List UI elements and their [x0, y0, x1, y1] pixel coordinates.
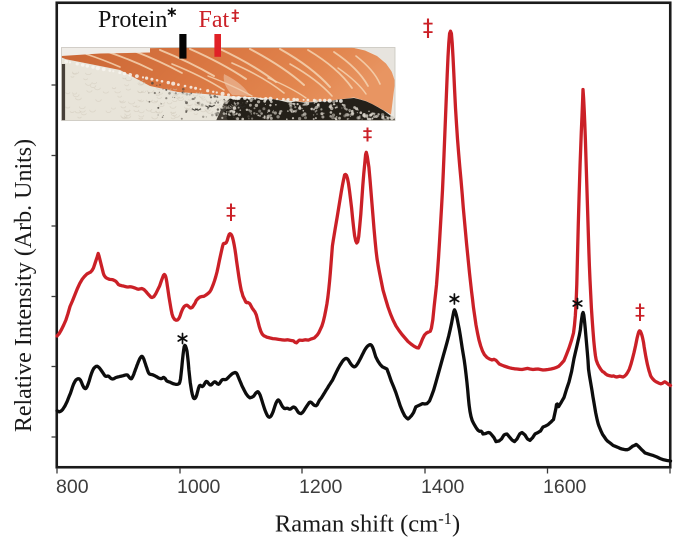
svg-text:800: 800	[56, 476, 89, 498]
svg-text:1000: 1000	[177, 476, 221, 498]
svg-text:Raman shift (cm-1): Raman shift (cm-1)	[275, 509, 460, 538]
svg-text:Protein: Protein	[98, 7, 167, 33]
svg-text:1400: 1400	[421, 476, 465, 498]
svg-text:Relative Intensity (Arb. Units: Relative Intensity (Arb. Units)	[11, 139, 37, 432]
svg-text:1600: 1600	[543, 476, 587, 498]
svg-text:1200: 1200	[299, 476, 343, 498]
svg-text:Fat: Fat	[199, 7, 230, 33]
